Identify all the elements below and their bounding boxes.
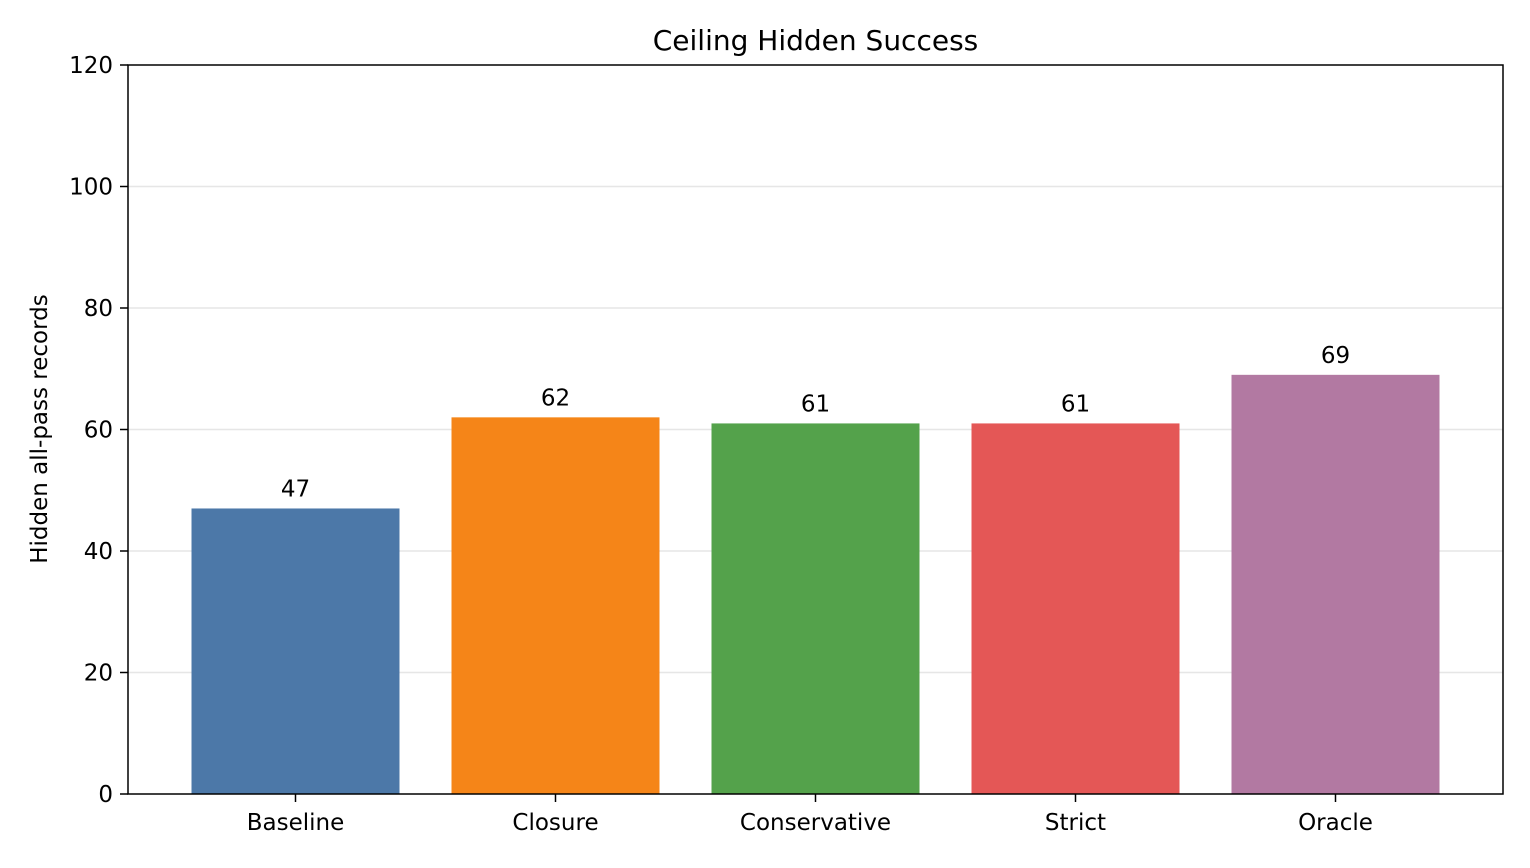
- data-label-oracle: 69: [1321, 343, 1350, 369]
- chart-title: Ceiling Hidden Success: [653, 24, 979, 57]
- y-tick-label: 60: [84, 418, 113, 444]
- data-label-baseline: 47: [281, 476, 310, 502]
- x-axis-ticks: Baseline Closure Conservative Strict Oracle: [247, 794, 1373, 836]
- y-tick-label: 0: [98, 782, 113, 808]
- data-labels: 47 62 61 61 69: [281, 343, 1350, 503]
- y-tick-label: 80: [84, 296, 113, 322]
- bar-oracle: [1231, 374, 1440, 794]
- x-tick-label-baseline: Baseline: [247, 810, 345, 836]
- data-label-closure: 62: [541, 385, 570, 411]
- y-axis-label: Hidden all-pass records: [27, 294, 53, 564]
- data-label-strict: 61: [1061, 391, 1090, 417]
- bar-closure: [451, 417, 660, 794]
- x-tick-label-closure: Closure: [512, 810, 598, 836]
- bar-strict: [971, 423, 1180, 794]
- x-tick-label-conservative: Conservative: [740, 810, 891, 836]
- x-tick-label-strict: Strict: [1045, 810, 1106, 836]
- bars: [191, 374, 1440, 794]
- y-tick-label: 100: [69, 175, 113, 201]
- x-tick-label-oracle: Oracle: [1298, 810, 1373, 836]
- y-tick-label: 40: [84, 539, 113, 565]
- y-axis-ticks: 0 20 40 60 80 100 120: [69, 53, 128, 808]
- y-tick-label: 120: [69, 53, 113, 79]
- bar-baseline: [191, 508, 400, 794]
- data-label-conservative: 61: [801, 391, 830, 417]
- y-tick-label: 20: [84, 661, 113, 687]
- bar-conservative: [711, 423, 920, 794]
